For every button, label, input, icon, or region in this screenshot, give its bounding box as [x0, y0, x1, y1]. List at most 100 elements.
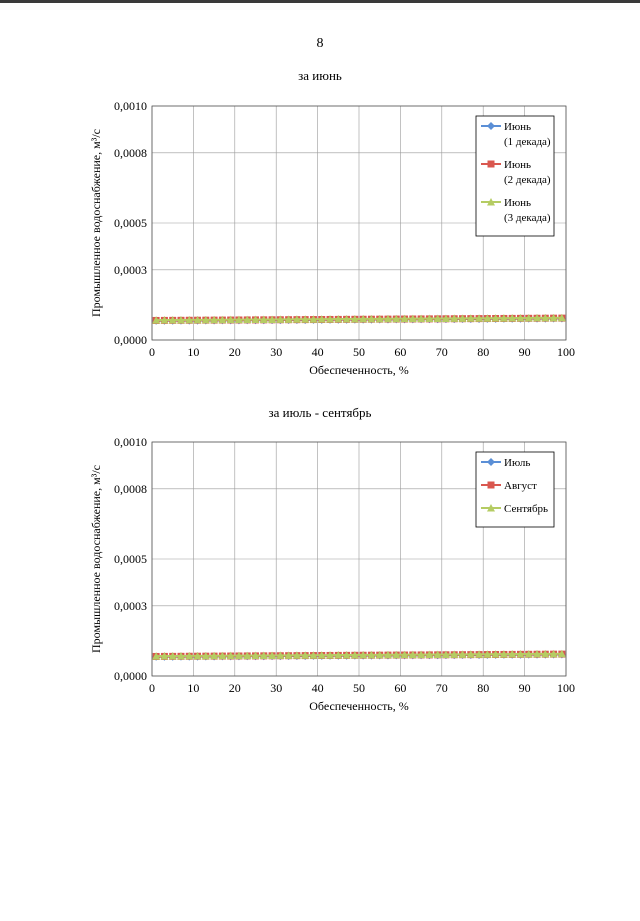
data-point	[193, 315, 202, 324]
data-point	[400, 650, 409, 659]
data-point	[433, 314, 442, 322]
legend-label: (3 декада)	[504, 212, 551, 224]
x-tick-label: 20	[229, 345, 241, 359]
data-point	[334, 651, 343, 659]
data-point	[301, 651, 310, 659]
data-point	[450, 314, 459, 322]
data-point	[483, 650, 492, 658]
data-point	[458, 650, 467, 658]
data-point	[201, 315, 210, 324]
data-point	[524, 313, 533, 322]
data-point	[466, 650, 475, 658]
legend-item-1: Июнь (2 декада)	[481, 159, 551, 186]
data-point	[458, 314, 467, 322]
x-tick-label: 10	[187, 681, 199, 695]
x-tick-label: 40	[312, 345, 324, 359]
data-point	[210, 651, 219, 660]
x-tick-label: 40	[312, 681, 324, 695]
data-point	[549, 649, 558, 658]
data-point	[176, 651, 185, 660]
data-point	[152, 316, 161, 324]
data-point	[350, 314, 359, 323]
data-point	[425, 650, 434, 659]
data-point	[367, 314, 376, 323]
data-point	[549, 313, 558, 322]
data-point	[541, 649, 550, 658]
data-point	[284, 315, 293, 323]
data-point	[508, 650, 517, 658]
data-point	[292, 315, 301, 323]
data-point	[400, 314, 409, 323]
data-point	[210, 315, 219, 324]
data-point	[326, 651, 335, 659]
chart-july-september: 0 10 20 30 40 50 60 70 80 90 100 0,0000 0,0003 0,0005…	[89, 435, 575, 713]
data-point	[450, 650, 459, 658]
data-point	[392, 650, 401, 659]
legend-label: (1 декада)	[504, 136, 551, 148]
data-point	[168, 316, 177, 324]
legend-label: Июнь	[504, 121, 531, 133]
data-point	[243, 651, 252, 660]
data-point	[499, 650, 508, 658]
x-tick-label: 60	[394, 345, 406, 359]
data-point	[284, 651, 293, 659]
data-point	[557, 313, 566, 322]
x-tick-label: 20	[229, 681, 241, 695]
y-tick-label: 0,0000	[114, 669, 147, 683]
data-point	[475, 650, 484, 658]
data-point	[475, 314, 484, 322]
legend-marker	[487, 160, 495, 168]
data-point	[516, 650, 525, 658]
data-point	[268, 315, 277, 323]
data-point	[466, 314, 475, 322]
data-point	[160, 316, 169, 324]
chart-title-july-september: за июль - сентябрь	[268, 405, 372, 420]
data-point	[160, 652, 169, 660]
data-point	[185, 315, 194, 324]
series-2	[152, 313, 566, 324]
data-point	[259, 315, 268, 323]
data-point	[218, 651, 227, 660]
y-tick-label: 0,0005	[114, 216, 147, 230]
data-point	[491, 650, 500, 658]
data-point	[359, 650, 368, 659]
x-tick-label: 30	[270, 345, 282, 359]
x-tick-label: 90	[519, 345, 531, 359]
data-point	[193, 651, 202, 660]
data-point	[441, 314, 450, 322]
data-point	[524, 649, 533, 658]
data-point	[491, 314, 500, 322]
x-tick-label: 70	[436, 345, 448, 359]
data-point	[251, 651, 260, 660]
data-point	[508, 314, 517, 322]
data-point	[425, 314, 434, 323]
legend-label: Июль	[504, 457, 530, 469]
chart-june: 0 10 20 30 40 50 60 70 80 90 100 0,0000 0,0003 0,0005…	[89, 99, 575, 377]
legend-marker	[487, 198, 495, 206]
x-tick-label: 80	[477, 681, 489, 695]
legend-box	[475, 451, 555, 528]
chart-title-june: за июнь	[298, 68, 342, 83]
legend-box	[475, 115, 555, 237]
data-point	[326, 315, 335, 323]
x-tick-label: 70	[436, 681, 448, 695]
y-tick-label: 0,0003	[114, 599, 147, 613]
data-point	[383, 650, 392, 659]
data-point	[268, 651, 277, 659]
data-point	[251, 315, 260, 324]
x-tick-label: 80	[477, 345, 489, 359]
y-tick-label: 0,0010	[114, 435, 147, 449]
data-point	[516, 314, 525, 322]
data-point	[533, 649, 542, 658]
data-point	[375, 650, 384, 659]
data-point	[433, 650, 442, 658]
x-tick-label: 100	[557, 681, 575, 695]
data-point	[375, 314, 384, 323]
data-point	[301, 315, 310, 323]
data-point	[309, 315, 318, 323]
data-point	[417, 650, 426, 659]
plot-frame	[151, 105, 567, 341]
legend: Июль Август Сентябрь	[475, 451, 555, 528]
x-tick-label: 0	[149, 345, 155, 359]
x-axis-label: Обеспеченность, %	[309, 363, 409, 377]
